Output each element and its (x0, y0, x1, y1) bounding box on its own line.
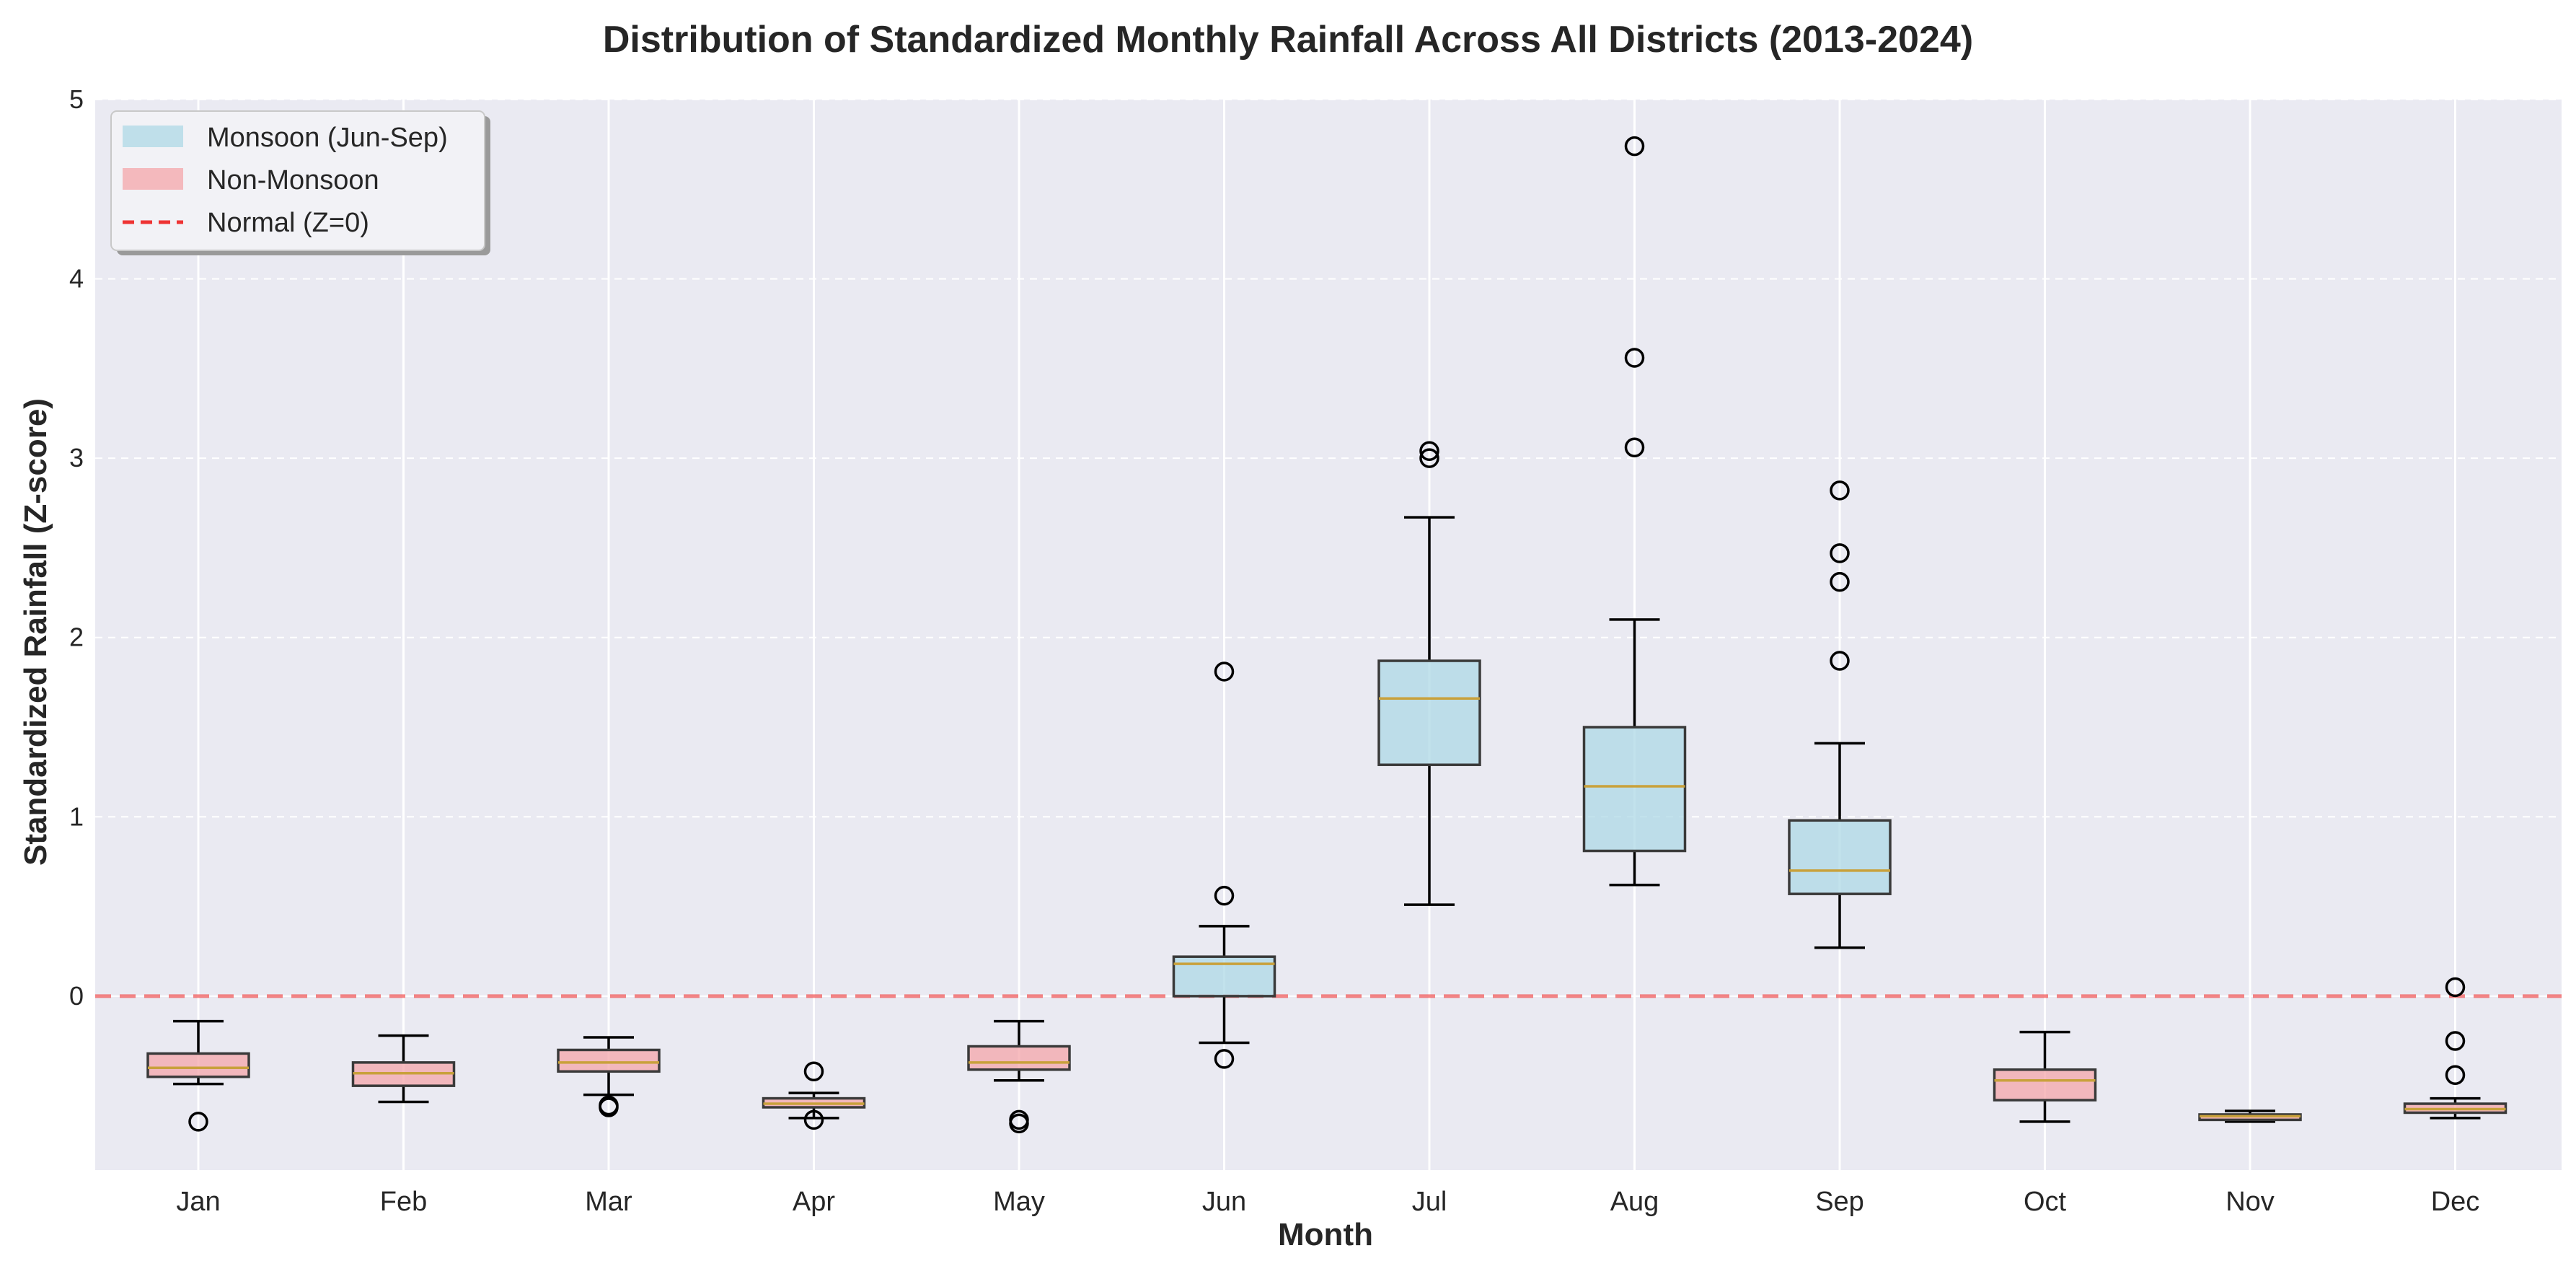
legend-swatch (123, 168, 183, 190)
outlier-point (1214, 1049, 1235, 1069)
y-tick-label: 4 (69, 264, 84, 294)
outlier-point (803, 1109, 824, 1130)
legend: Monsoon (Jun-Sep) Non-Monsoon Normal (Z=0) (110, 110, 490, 255)
outlier-point (1419, 441, 1439, 461)
outlier-point (1624, 437, 1645, 457)
box-iqr (1993, 1068, 2097, 1102)
grid-lines (95, 99, 2562, 1170)
box-nov (2198, 1109, 2302, 1123)
legend-item: Normal (Z=0) (123, 208, 369, 238)
box-iqr (967, 1045, 1071, 1071)
chart-title: Distribution of Standardized Monthly Rai… (603, 19, 1973, 61)
box-iqr (146, 1052, 250, 1078)
box-feb (351, 1034, 456, 1104)
box-jul (1377, 441, 1481, 906)
y-tick-label: 3 (69, 443, 84, 473)
outlier-point (2445, 1031, 2466, 1051)
x-tick-label: Nov (2226, 1187, 2275, 1217)
box-dec (2403, 977, 2507, 1120)
box-may (967, 1019, 1071, 1134)
x-axis-title: Month (1278, 1217, 1373, 1252)
y-axis-title: Standardized Rainfall (Z-score) (18, 398, 53, 866)
plot-area (95, 100, 2562, 1170)
x-tick-label: Feb (380, 1187, 427, 1217)
legend-item: Monsoon (Jun-Sep) (123, 123, 448, 153)
outlier-point (1009, 1113, 1029, 1134)
y-tick-label: 0 (69, 981, 84, 1011)
outlier-point (1214, 885, 1235, 906)
y-tick-label: 5 (69, 84, 84, 114)
x-tick-label: Aug (1610, 1187, 1659, 1217)
x-tick-label: Jul (1412, 1187, 1447, 1217)
box-jun (1172, 662, 1276, 1069)
legend-label: Non-Monsoon (207, 165, 379, 195)
outlier-point (1624, 348, 1645, 368)
legend-label: Monsoon (Jun-Sep) (207, 123, 448, 153)
box-iqr (1788, 819, 1892, 895)
box-layer (146, 136, 2507, 1134)
x-tick-label: Sep (1815, 1187, 1864, 1217)
box-mar (557, 1036, 661, 1117)
box-apr (762, 1061, 866, 1130)
outlier-point (803, 1061, 824, 1082)
outlier-point (1830, 651, 1850, 671)
axis-layer: 0 1 2 3 4 5 Jan Feb Mar Apr May Jun Jul Aug Sep Oct Nov D… (69, 84, 2479, 1217)
outlier-point (599, 1097, 619, 1117)
box-sep (1788, 480, 1892, 949)
outlier-point (2445, 977, 2466, 998)
x-tick-label: Jan (176, 1187, 220, 1217)
box-jan (146, 1019, 250, 1132)
outlier-point (1830, 543, 1850, 563)
outlier-point (1830, 480, 1850, 501)
y-tick-label: 2 (69, 623, 84, 652)
outlier-point (1830, 571, 1850, 592)
box-oct (1993, 1030, 2097, 1123)
box-iqr (557, 1048, 661, 1073)
x-tick-label: Mar (585, 1187, 632, 1217)
legend-frame (110, 110, 485, 251)
x-tick-label: Oct (2024, 1187, 2067, 1217)
box-aug (1582, 136, 1687, 887)
outlier-point (1419, 448, 1439, 468)
x-tick-label: Jun (1202, 1187, 1246, 1217)
y-tick-label: 1 (69, 801, 84, 831)
x-tick-label: Apr (793, 1187, 835, 1217)
outlier-point (2445, 1065, 2466, 1086)
x-tick-label: May (993, 1187, 1045, 1217)
outlier-point (1624, 136, 1645, 157)
box-iqr (1377, 659, 1481, 766)
legend-item: Non-Monsoon (123, 165, 379, 195)
box-iqr (1582, 726, 1687, 853)
outlier-point (188, 1112, 208, 1132)
legend-swatch (123, 126, 183, 147)
legend-label: Normal (Z=0) (207, 208, 369, 238)
x-tick-label: Dec (2431, 1187, 2480, 1217)
outlier-point (1214, 662, 1235, 682)
